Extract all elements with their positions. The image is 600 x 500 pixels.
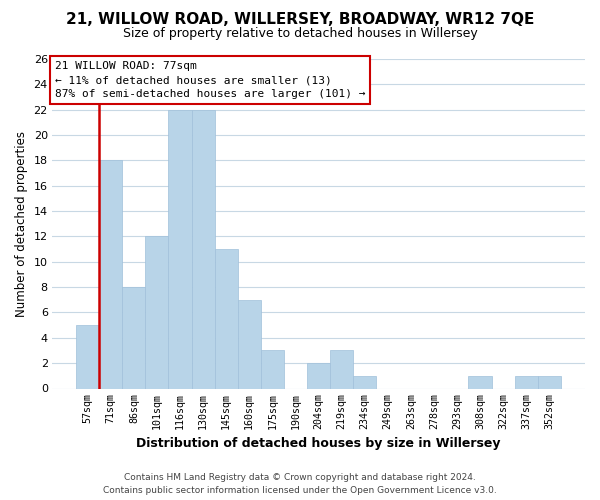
Text: Contains HM Land Registry data © Crown copyright and database right 2024.
Contai: Contains HM Land Registry data © Crown c…	[103, 474, 497, 495]
Bar	[353, 376, 376, 388]
Bar	[76, 325, 99, 388]
Bar	[215, 249, 238, 388]
Bar	[99, 160, 122, 388]
X-axis label: Distribution of detached houses by size in Willersey: Distribution of detached houses by size …	[136, 437, 501, 450]
Text: Size of property relative to detached houses in Willersey: Size of property relative to detached ho…	[122, 28, 478, 40]
Text: 21, WILLOW ROAD, WILLERSEY, BROADWAY, WR12 7QE: 21, WILLOW ROAD, WILLERSEY, BROADWAY, WR…	[66, 12, 534, 28]
Bar	[191, 110, 215, 388]
Bar	[261, 350, 284, 389]
Y-axis label: Number of detached properties: Number of detached properties	[15, 130, 28, 317]
Bar	[515, 376, 538, 388]
Bar	[538, 376, 561, 388]
Bar	[169, 110, 191, 388]
Bar	[330, 350, 353, 389]
Bar	[307, 363, 330, 388]
Text: 21 WILLOW ROAD: 77sqm
← 11% of detached houses are smaller (13)
87% of semi-deta: 21 WILLOW ROAD: 77sqm ← 11% of detached …	[55, 60, 365, 100]
Bar	[238, 300, 261, 388]
Bar	[145, 236, 169, 388]
Bar	[469, 376, 491, 388]
Bar	[122, 287, 145, 388]
